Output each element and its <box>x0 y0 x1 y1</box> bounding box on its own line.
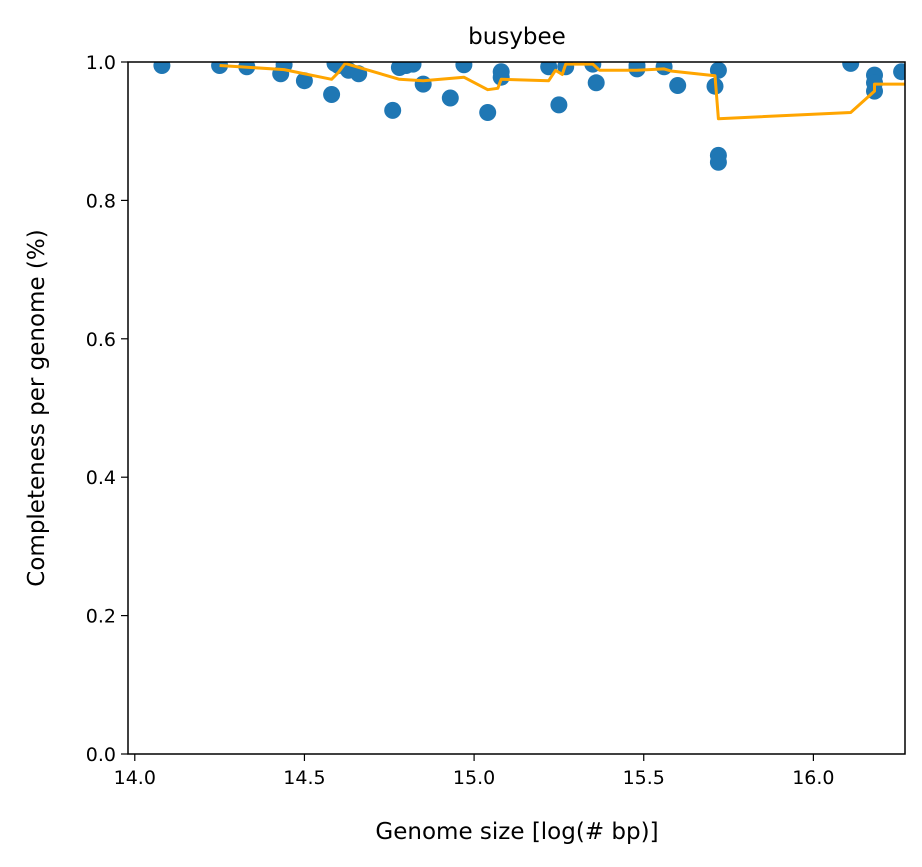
scatter-point <box>842 62 860 72</box>
x-tick-label: 14.0 <box>114 767 156 789</box>
scatter-point <box>384 101 402 119</box>
plot-frame <box>127 61 906 755</box>
scatter-point <box>893 63 905 81</box>
series-line <box>219 62 905 121</box>
y-tick-label: 0.0 <box>86 744 116 766</box>
scatter-point <box>455 62 473 74</box>
plot-area <box>153 62 905 171</box>
scatter-point <box>479 104 497 121</box>
x-tick-label: 14.5 <box>283 767 325 789</box>
y-axis-label: Completeness per genome (%) <box>24 229 50 586</box>
y-tick-label: 0.4 <box>86 467 116 489</box>
y-tick-label: 1.0 <box>86 52 116 74</box>
x-tick-label: 16.0 <box>792 767 834 789</box>
scatter-point <box>587 74 605 92</box>
scatter-point <box>441 89 459 107</box>
scatter-point <box>550 96 568 114</box>
scatter-point <box>414 75 432 93</box>
scatter-point <box>323 86 341 103</box>
scatter-point <box>295 72 313 90</box>
scatter-point <box>492 68 510 86</box>
axis-ticks: 14.0 14.5 15.0 15.5 16.0 0.0 0.2 0.4 0.6 0.8 1.0 <box>86 52 835 789</box>
y-tick-label: 0.8 <box>86 190 116 212</box>
x-axis-label: Genome size [log(# bp)] <box>375 819 658 845</box>
scatter-point <box>404 62 422 73</box>
y-tick-label: 0.6 <box>86 329 116 351</box>
x-tick-label: 15.5 <box>623 767 665 789</box>
x-tick-label: 15.0 <box>453 767 495 789</box>
scatter-point <box>709 153 727 171</box>
scatter-point <box>669 77 687 94</box>
y-tick-label: 0.2 <box>86 606 116 628</box>
chart-title: busybee <box>468 24 566 50</box>
scatter-point <box>153 62 171 74</box>
